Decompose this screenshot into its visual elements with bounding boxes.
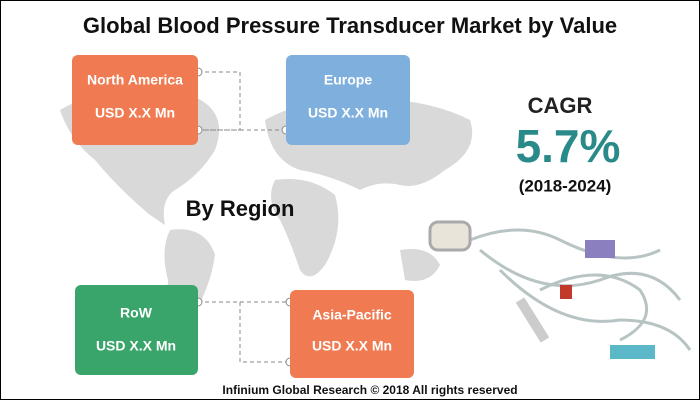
region-value: USD X.X Mn	[308, 105, 388, 121]
region-box	[75, 285, 198, 375]
region-value: USD X.X Mn	[96, 338, 176, 354]
region-name: Asia-Pacific	[312, 307, 392, 323]
footer: Infinium Global Research © 2018 All righ…	[222, 383, 517, 397]
cagr-period: (2018-2024)	[519, 176, 612, 195]
region-name: North America	[87, 72, 183, 88]
region-name: Europe	[324, 72, 372, 88]
device-image	[428, 220, 692, 359]
cagr-label: CAGR	[528, 93, 593, 118]
map-label: By Region	[186, 196, 295, 221]
title: Global Blood Pressure Transducer Market …	[83, 13, 617, 38]
region-box	[72, 55, 198, 145]
region-value: USD X.X Mn	[95, 105, 175, 121]
region-box	[286, 55, 410, 145]
region-name: RoW	[120, 305, 153, 321]
connectors	[198, 71, 290, 363]
region-value: USD X.X Mn	[312, 338, 392, 354]
region-box	[290, 290, 414, 378]
cagr-value: 5.7%	[516, 120, 621, 172]
